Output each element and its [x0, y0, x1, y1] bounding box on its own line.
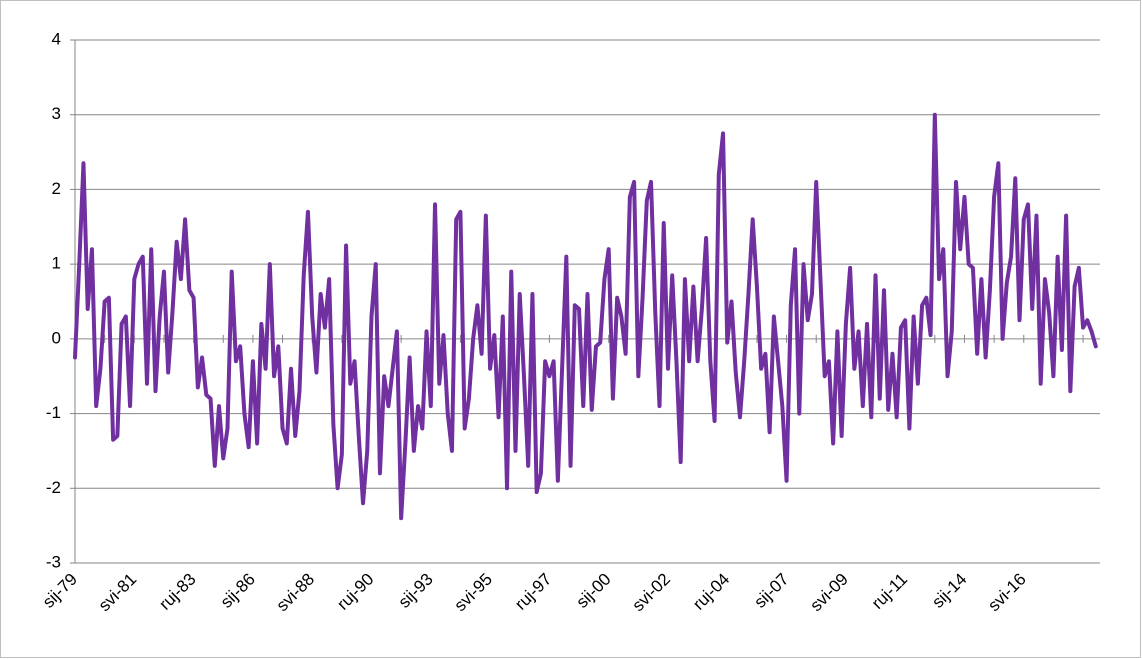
data-line — [73, 112, 1098, 521]
y-tick-label: -2 — [46, 478, 61, 497]
y-tick-label: 1 — [52, 254, 61, 273]
y-tick-label: 3 — [52, 104, 61, 123]
y-tick-label: -1 — [46, 403, 61, 422]
y-tick-label: 2 — [52, 179, 61, 198]
y-tick-label: 0 — [52, 328, 61, 347]
y-tick-label: 4 — [52, 29, 61, 48]
y-tick-label: -3 — [46, 552, 61, 571]
